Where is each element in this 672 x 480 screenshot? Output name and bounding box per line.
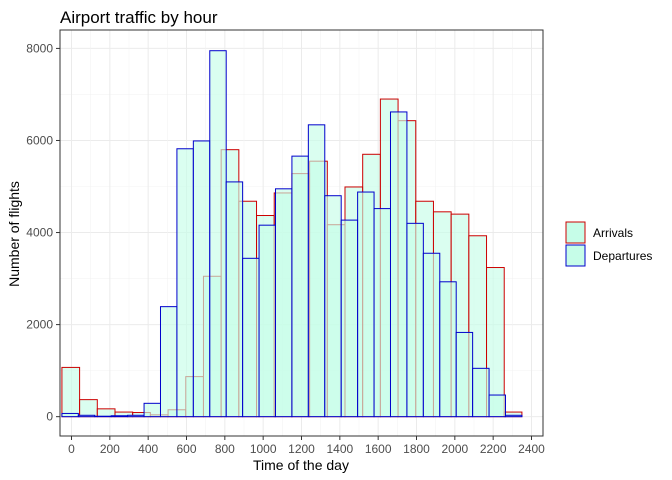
departures-bar [110,415,129,418]
departures-bar [439,281,457,418]
departures-bar [488,394,506,418]
y-axis-title: Number of flights [6,181,22,287]
legend-key-arrivals [565,221,586,244]
departures-bar [291,155,309,418]
x-tick-label: 1800 [403,442,430,456]
departures-bar [61,412,79,418]
arrivals-bar [61,366,81,418]
departures-bar [389,111,408,418]
departures-bar [307,124,326,418]
departures-bar [242,257,260,418]
x-tick-label: 0 [68,442,75,456]
x-tick-label: 1200 [288,442,315,456]
departures-bar [209,50,227,418]
y-tick-label: 0 [46,410,53,424]
departures-bar [258,224,276,418]
departures-bar [422,252,441,418]
departures-bar [357,191,375,418]
chart-title: Airport traffic by hour [60,8,218,27]
departures-bar [192,140,211,418]
y-tick-label: 6000 [26,133,53,147]
departures-bar [225,181,244,418]
departures-bar [504,414,523,418]
x-tick-label: 400 [138,442,158,456]
x-tick-label: 2400 [518,442,545,456]
x-tick-label: 1400 [326,442,353,456]
departures-bars [61,50,523,418]
departures-bar [143,402,161,418]
departures-bar [472,367,490,418]
legend-label-departures: Departures [593,249,652,263]
y-axis-ticks: 0 2000 4000 6000 8000 [26,41,60,424]
y-tick-label: 4000 [26,226,53,240]
legend-label-arrivals: Arrivals [593,226,633,240]
x-tick-label: 800 [215,442,235,456]
x-axis-title: Time of the day [253,457,349,473]
x-tick-label: 2200 [480,442,507,456]
y-tick-label: 2000 [26,318,53,332]
departures-bar [340,219,359,418]
departures-bar [274,188,293,418]
x-tick-label: 600 [176,442,196,456]
x-tick-label: 2000 [441,442,468,456]
legend: Arrivals Departures [565,221,652,267]
x-axis-ticks: 0 200 400 600 800 1000 1200 1400 1600 1800 2000 220… [68,436,545,456]
x-tick-label: 200 [100,442,120,456]
x-tick-label: 1600 [365,442,392,456]
departures-bar [406,222,424,418]
departures-bar [176,148,194,418]
x-tick-label: 1000 [250,442,277,456]
departures-bar [324,195,342,418]
departures-bar [127,414,145,418]
departures-bar [159,306,178,418]
departures-bar [455,331,474,418]
y-tick-label: 8000 [26,41,53,55]
legend-key-departures [565,244,586,267]
departures-bar [77,414,96,418]
arrivals-bar [79,399,98,418]
departures-bar [373,208,391,418]
